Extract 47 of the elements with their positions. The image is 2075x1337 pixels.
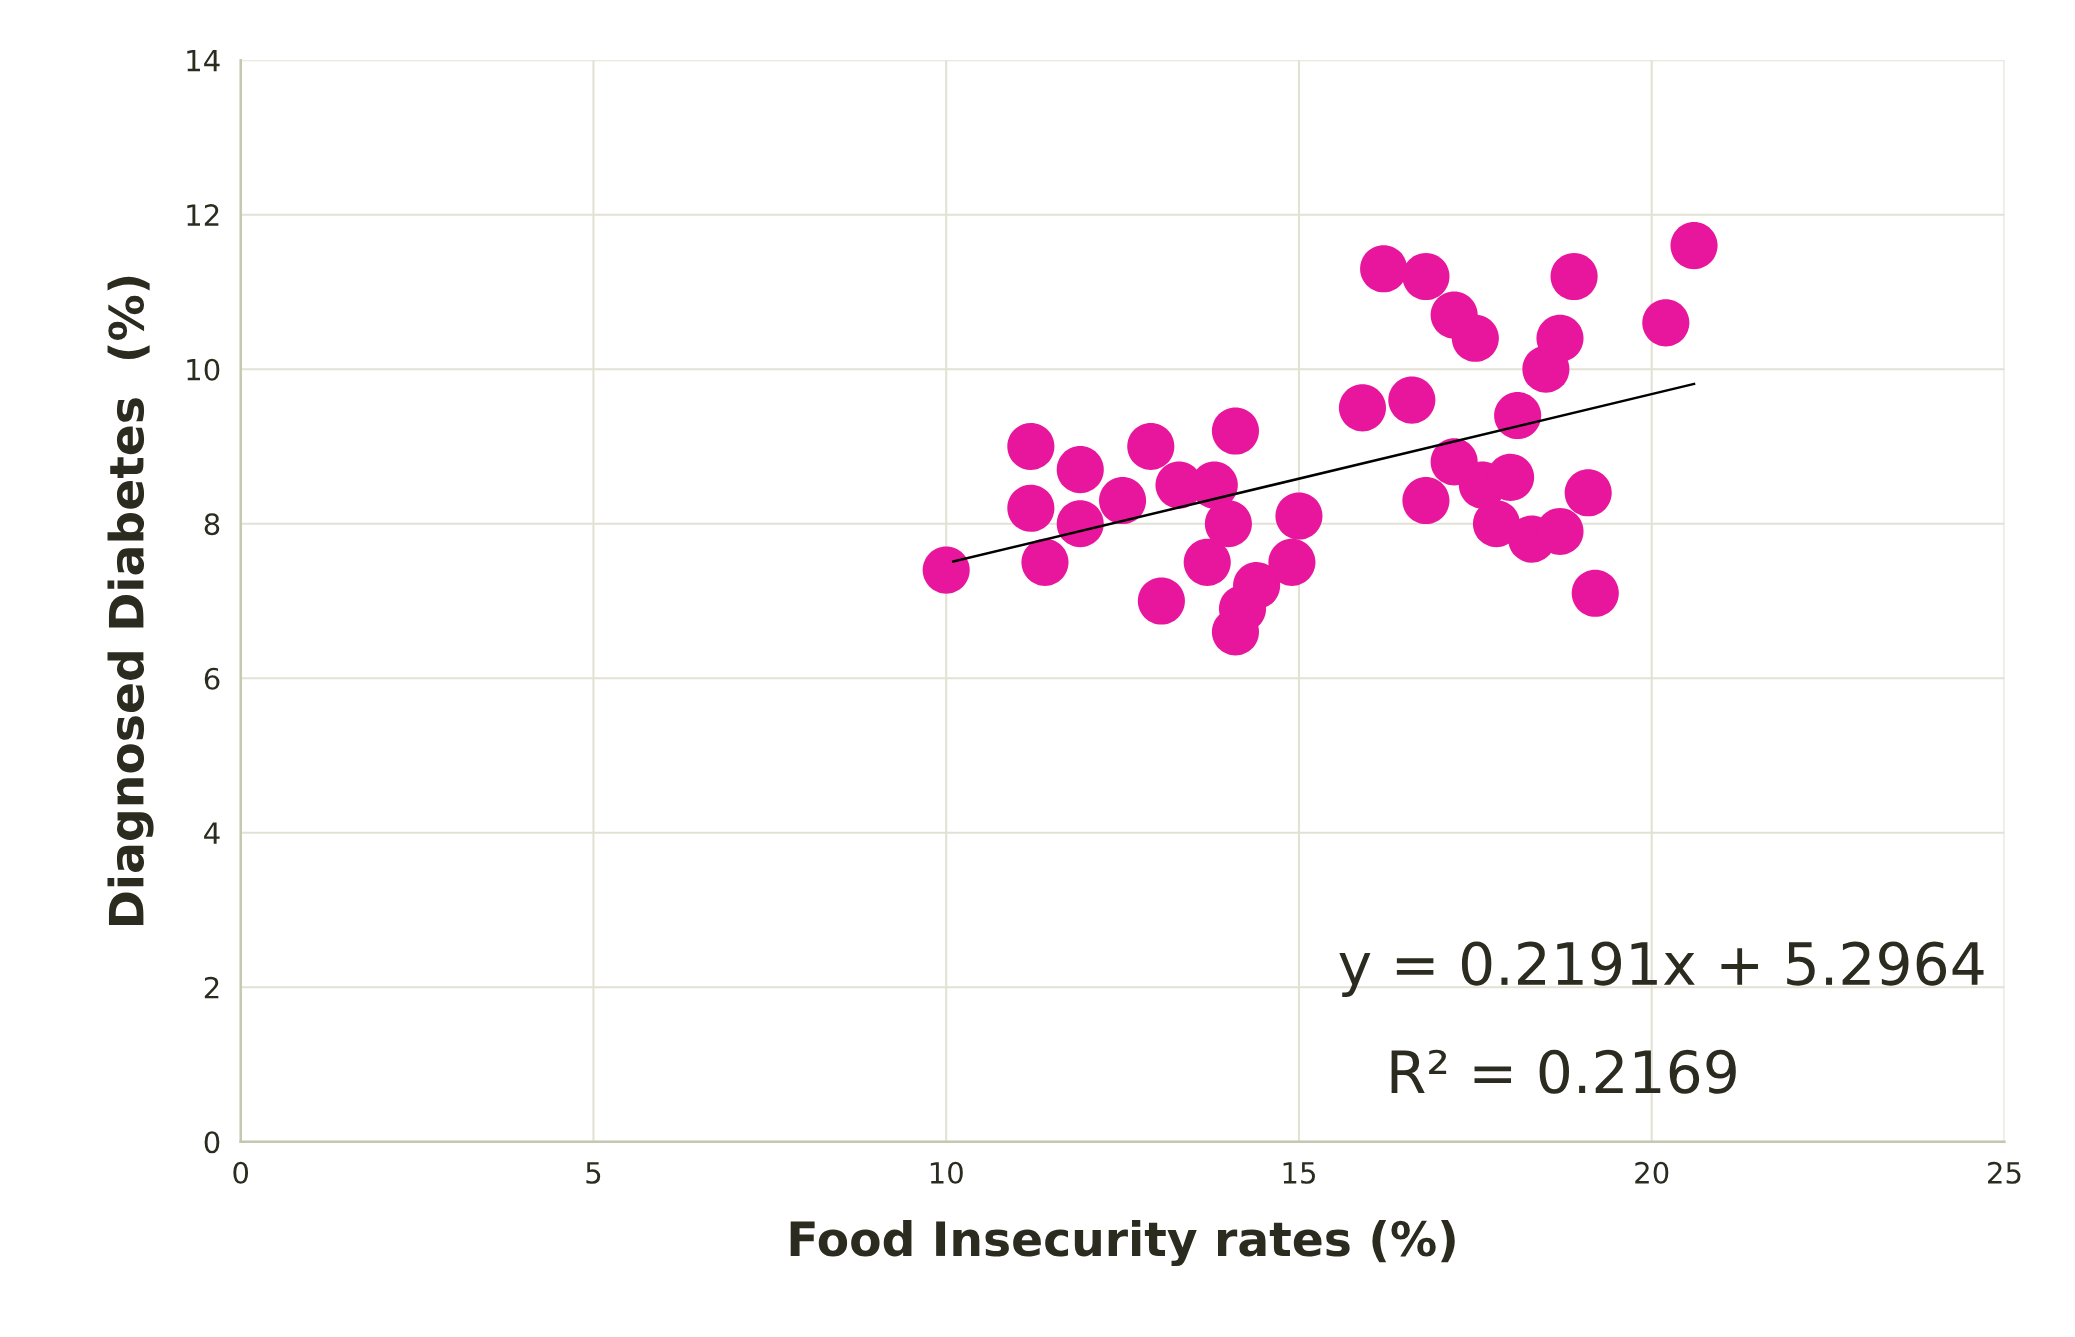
- point: [1388, 376, 1436, 424]
- annotation: y = 0.2191x + 5.2964: [1339, 941, 1984, 997]
- y-tick-label: 14: [187, 49, 220, 72]
- y-tick-label: 6: [204, 667, 220, 690]
- y-axis-title: Diagnosed Diabetes (%): [107, 276, 154, 925]
- y-tick-label: 10: [187, 358, 220, 381]
- point: [1183, 538, 1231, 586]
- x-axis-title: Food Insecurity rates (%): [790, 1220, 1455, 1267]
- y-tick-label: 2: [204, 976, 219, 999]
- point: [1056, 500, 1104, 548]
- annotation: R² = 0.2169: [1391, 1049, 1736, 1094]
- point: [1021, 538, 1069, 586]
- point: [1451, 314, 1499, 362]
- x-tick-label: 5: [586, 1162, 601, 1184]
- point: [1402, 252, 1450, 301]
- y-tick-label: 4: [204, 822, 220, 844]
- x-tick-label: 20: [1635, 1161, 1669, 1184]
- point: [1338, 384, 1386, 432]
- point: [1211, 407, 1260, 455]
- point: [1275, 492, 1323, 540]
- point: [1494, 392, 1542, 440]
- point: [1137, 577, 1185, 625]
- point: [1642, 299, 1690, 347]
- point: [1099, 476, 1147, 525]
- x-tick-label: 15: [1283, 1162, 1315, 1184]
- point: [1056, 446, 1104, 494]
- y-tick-label: 12: [187, 204, 219, 226]
- point: [1670, 222, 1718, 270]
- point: [1472, 500, 1521, 548]
- point: [1007, 422, 1055, 471]
- y-tick-label: 8: [204, 513, 220, 536]
- point: [1402, 476, 1450, 525]
- point: [1571, 569, 1619, 617]
- point: [1268, 538, 1316, 586]
- point: [1536, 314, 1584, 362]
- point: [1233, 561, 1281, 610]
- point: [1204, 500, 1252, 548]
- y-tick-label: 0: [204, 1131, 220, 1154]
- point: [1550, 252, 1598, 301]
- x-tick-label: 25: [1988, 1161, 2021, 1184]
- point: [1007, 484, 1055, 532]
- x-tick-label: 10: [930, 1161, 963, 1184]
- point: [1360, 245, 1408, 293]
- point: [1564, 469, 1612, 517]
- x-tick-label: 0: [233, 1161, 249, 1184]
- point: [922, 546, 970, 594]
- point: [1127, 422, 1175, 471]
